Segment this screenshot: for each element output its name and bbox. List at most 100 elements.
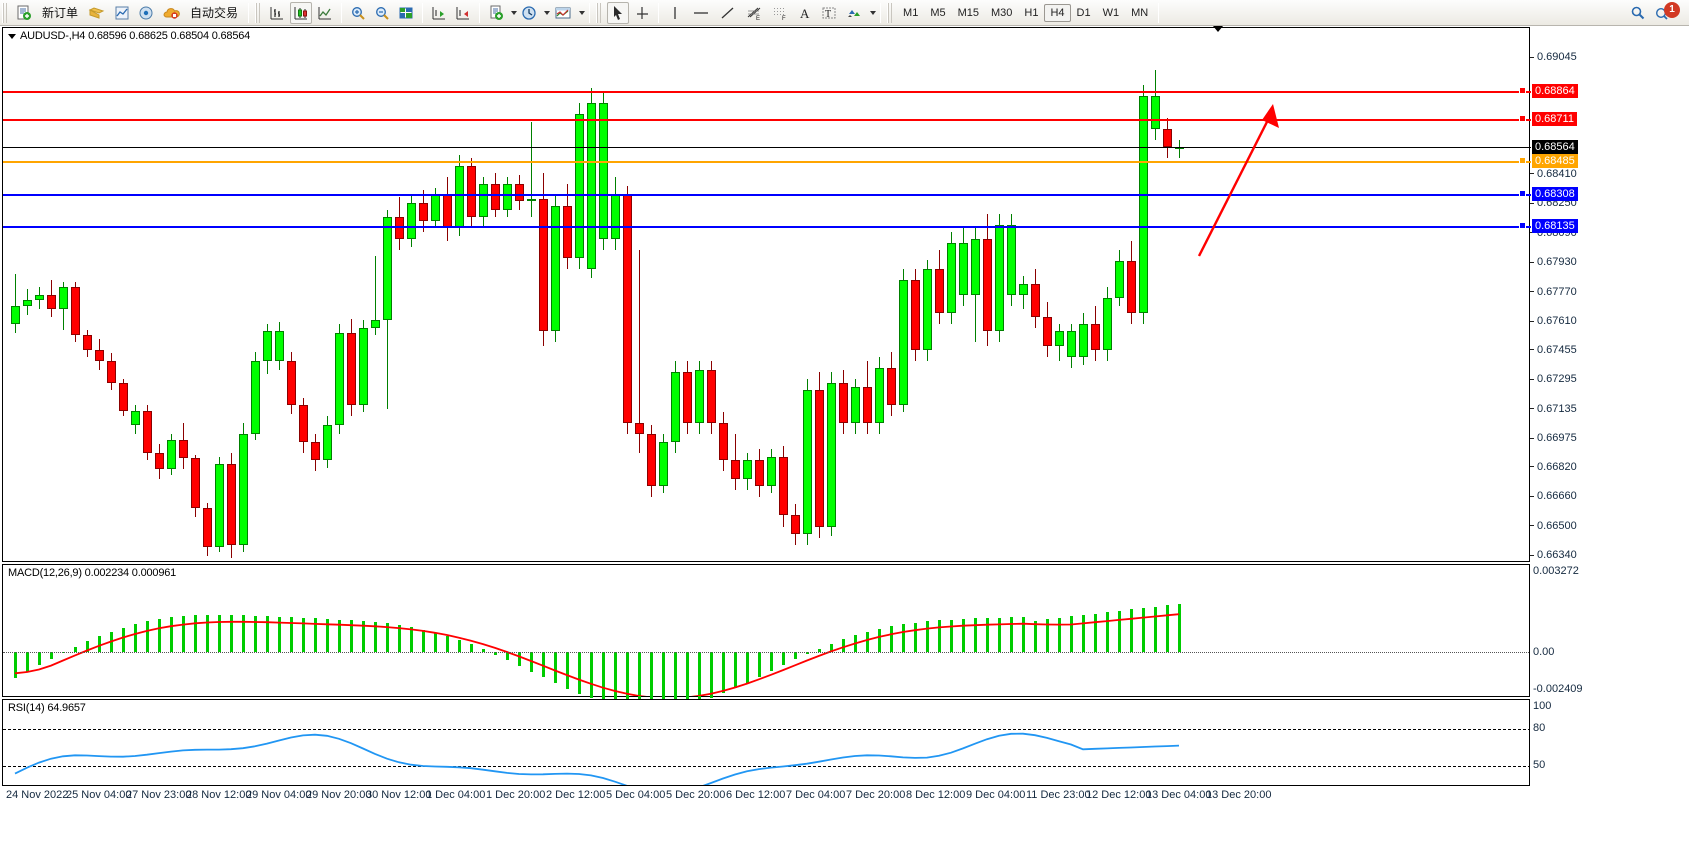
chart-area[interactable]: AUDUSD-,H4 0.68596 0.68625 0.68504 0.685… (0, 26, 1689, 864)
macd-histogram-bar (350, 620, 353, 652)
zoom-in-icon[interactable] (347, 2, 369, 24)
indicators-icon[interactable] (551, 2, 575, 24)
time-axis[interactable]: 24 Nov 2022 25 Nov 04:00 27 Nov 23:00 28 No… (0, 785, 1689, 837)
chevron-down-icon-indicators[interactable] (579, 10, 586, 15)
level-line-pivot[interactable] (3, 161, 1531, 164)
objects-icon[interactable] (842, 2, 866, 24)
label-icon[interactable]: T (818, 2, 840, 24)
price-chart-panel[interactable]: AUDUSD-,H4 0.68596 0.68625 0.68504 0.685… (2, 27, 1531, 563)
timeframe-mn[interactable]: MN (1131, 6, 1149, 19)
level-line-support-2[interactable] (3, 225, 1531, 228)
chevron-down-icon-objects[interactable] (870, 10, 877, 15)
level-line-resistance-2[interactable] (3, 91, 1531, 94)
auto-trading-icon[interactable] (159, 2, 183, 24)
candlestick (1091, 305, 1100, 361)
candlestick (551, 195, 560, 343)
level-handle-pivot[interactable] (1519, 157, 1526, 165)
new-order-button[interactable]: 新订单 (42, 6, 79, 20)
macd-histogram-bar (830, 643, 833, 652)
hline-icon[interactable] (688, 2, 714, 24)
alerts-icon[interactable]: 1 (1651, 1, 1683, 24)
macd-histogram-bar (290, 617, 293, 652)
time-axis-label: 27 Nov 23:00 (126, 789, 192, 801)
candlestick (203, 502, 212, 556)
candlestick (515, 174, 524, 210)
level-line-resistance-1[interactable] (3, 119, 1531, 122)
cursor-icon[interactable] (607, 1, 630, 24)
templates-icon[interactable] (485, 2, 507, 24)
folder-icon[interactable] (85, 2, 109, 24)
candlestick (179, 423, 188, 470)
candle-body (959, 243, 968, 295)
timeframe-m30[interactable]: M30 (991, 6, 1013, 19)
trendline-icon[interactable] (716, 2, 740, 24)
candle-body (1103, 298, 1112, 350)
data-window-icon[interactable] (111, 2, 133, 24)
line-chart-icon[interactable] (314, 2, 336, 24)
vline-icon[interactable] (664, 2, 686, 24)
toolbar-grip-4[interactable] (887, 2, 895, 23)
toolbar-divider-7 (880, 2, 882, 23)
svg-text:A: A (800, 6, 810, 21)
candlestick (347, 318, 356, 417)
auto-trading-button[interactable]: 自动交易 (190, 6, 239, 20)
auto-scroll-icon[interactable] (452, 2, 474, 24)
level-tag-last-price[interactable]: 0.68564 (1532, 139, 1578, 154)
level-tag-resistance-1[interactable]: 0.68711 (1532, 112, 1577, 127)
text-icon[interactable]: A (794, 2, 816, 24)
new-order-icon[interactable] (13, 2, 35, 24)
macd-tick: -0.002409 (1533, 683, 1583, 695)
macd-histogram-bar (494, 652, 497, 655)
candlestick (167, 434, 176, 475)
fibo-icon[interactable]: E (742, 2, 766, 24)
grid-icon[interactable] (395, 2, 417, 24)
level-tag-pivot[interactable]: 0.68485 (1532, 154, 1578, 169)
toolbar-grip-2[interactable] (255, 2, 263, 23)
candlestick (131, 405, 140, 435)
candle-body (311, 441, 320, 461)
timeframe-m1[interactable]: M1 (903, 6, 919, 19)
level-handle-support-1[interactable] (1519, 189, 1526, 197)
channel-icon[interactable]: F (768, 2, 792, 24)
bar-chart-icon[interactable] (266, 2, 288, 24)
timeframe-m5[interactable]: M5 (930, 6, 946, 19)
time-axis-label: 5 Dec 04:00 (606, 789, 666, 801)
candlestick-icon[interactable] (290, 1, 313, 24)
shift-chart-icon[interactable] (428, 2, 450, 24)
search-icon[interactable] (1627, 2, 1649, 24)
period-icon[interactable] (518, 2, 540, 24)
level-line-last-price[interactable] (3, 146, 1531, 148)
price-scale[interactable]: 0.68864 0.68711 0.68564 0.68485 0.68308 0.681… (1530, 27, 1689, 864)
level-handle-resistance-1[interactable] (1519, 115, 1526, 123)
timeframe-m15[interactable]: M15 (957, 6, 979, 19)
level-handle-support-2[interactable] (1519, 221, 1526, 229)
chevron-down-icon-templates[interactable] (511, 10, 518, 15)
macd-histogram-bar (1070, 616, 1073, 652)
toolbar-grip-3[interactable] (596, 2, 604, 23)
chevron-down-icon-period[interactable] (544, 10, 551, 15)
timeframe-h4[interactable]: H4 (1044, 3, 1071, 22)
toolbar-grip[interactable] (2, 2, 9, 23)
level-tag-support-1[interactable]: 0.68308 (1532, 186, 1578, 201)
zoom-out-icon[interactable] (371, 2, 393, 24)
macd-panel[interactable]: MACD(12,26,9) 0.002234 0.000961 (2, 564, 1531, 709)
candlestick (1043, 301, 1052, 358)
rsi-level-50 (3, 766, 1531, 767)
level-tag-support-2[interactable]: 0.68135 (1532, 218, 1578, 233)
timeframe-w1[interactable]: W1 (1102, 6, 1120, 19)
timeframe-d1[interactable]: D1 (1076, 6, 1091, 19)
bullish-trend-arrow[interactable] (3, 28, 1531, 563)
candle-body (671, 371, 680, 442)
timeframe-h1[interactable]: H1 (1024, 6, 1039, 19)
navigator-icon[interactable] (135, 2, 157, 24)
level-line-support-1[interactable] (3, 193, 1531, 196)
level-tag-resistance-2[interactable]: 0.68864 (1532, 84, 1578, 99)
candle-body (83, 335, 92, 350)
candle-body (215, 463, 224, 547)
macd-histogram-bar (38, 652, 41, 666)
level-handle-resistance-2[interactable] (1519, 87, 1526, 95)
crosshair-icon[interactable] (631, 2, 653, 24)
collapse-triangle-icon[interactable] (8, 34, 16, 39)
macd-histogram-bar (710, 652, 713, 698)
macd-histogram-bar (674, 652, 677, 708)
